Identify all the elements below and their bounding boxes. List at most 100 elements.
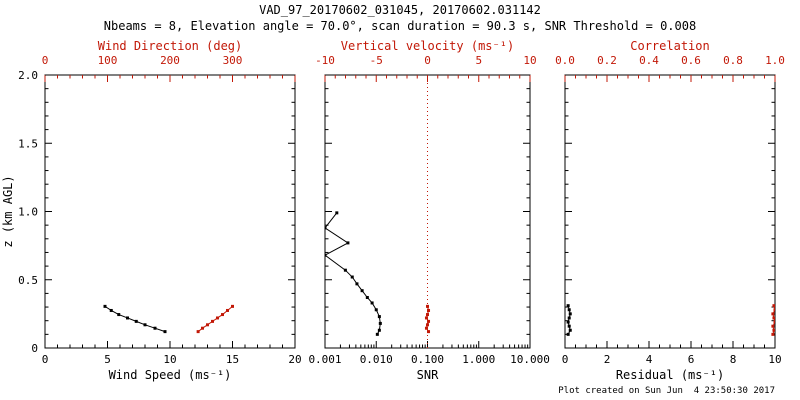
x-tick-label: 0.010 — [360, 353, 393, 366]
panel-wind: 0 5 10 15 20 Wind Speed (ms⁻¹) 0 100 200 300Wind … — [1, 39, 302, 382]
panel-snr: 0.001 0.010 0.100 1.000 10.000 SNR -10 -5 0 5 10 Ve… — [308, 39, 549, 382]
y-tick-label: 2.0 — [18, 69, 38, 82]
x-tick-label: 10 — [163, 353, 176, 366]
correlation-profile-marker — [771, 332, 775, 336]
wind-direction-marker — [221, 313, 224, 317]
wind-speed-marker — [109, 308, 113, 312]
wind-speed-marker — [143, 323, 147, 327]
y-axis: 0 0.5 1.0 1.5 2.0 z (km AGL) — [1, 69, 295, 355]
snr-profile-marker — [346, 241, 350, 245]
series-correlation-profile — [771, 304, 775, 336]
top-tick-label: 0.6 — [681, 54, 701, 67]
x-tick-label: 20 — [288, 353, 301, 366]
wind-direction-marker — [196, 330, 200, 334]
correlation-profile-marker — [772, 316, 775, 320]
correlation-profile-marker — [771, 312, 775, 316]
residual-profile-marker — [567, 324, 571, 328]
correlation-profile-marker — [772, 328, 775, 332]
top-tick-label: 0.8 — [723, 54, 743, 67]
wind-direction-marker — [231, 304, 234, 308]
vertical-velocity-marker — [424, 316, 428, 320]
vertical-velocity-marker — [427, 319, 431, 323]
vertical-velocity-marker — [424, 326, 428, 330]
y-axis-title: z (km AGL) — [1, 175, 15, 247]
residual-profile-marker — [568, 328, 572, 332]
bottom-axis-title: SNR — [417, 368, 439, 382]
wind-speed-marker — [163, 330, 167, 334]
correlation-profile-marker — [773, 320, 775, 324]
snr-profile-marker — [377, 328, 381, 332]
y-tick-label: 0 — [31, 342, 38, 355]
snr-profile-marker — [377, 315, 381, 319]
residual-profile-marker — [568, 312, 572, 316]
top-axis: 0.0 0.2 0.4 0.6 0.8 1.0 Correlation — [555, 39, 785, 82]
snr-profile-marker — [365, 295, 369, 299]
correlation-profile-marker — [773, 308, 775, 312]
y-tick-label: 1.5 — [18, 137, 38, 150]
top-tick-label: 300 — [223, 54, 243, 67]
x-tick-label: 0.001 — [308, 353, 341, 366]
y-axis — [325, 74, 530, 349]
top-axis-title: Correlation — [630, 39, 709, 53]
snr-profile-marker — [378, 321, 382, 325]
series-wind-speed — [103, 304, 167, 334]
top-axis-title: Vertical velocity (ms⁻¹) — [341, 39, 514, 53]
top-tick-label: 200 — [160, 54, 180, 67]
residual-profile-marker — [566, 304, 570, 308]
x-tick-label: 10 — [768, 353, 781, 366]
wind-direction-marker — [206, 323, 209, 327]
x-tick-label: 0 — [42, 353, 49, 366]
residual-profile-marker — [566, 332, 570, 336]
x-tick-label: 4 — [646, 353, 653, 366]
snr-profile-marker — [355, 282, 359, 286]
x-tick-label: 0 — [562, 353, 569, 366]
x-tick-label: 15 — [226, 353, 239, 366]
residual-profile-marker — [567, 316, 571, 320]
plot-title: VAD_97_20170602_031045, 20170602.031142 — [259, 3, 541, 17]
top-tick-label: 1.0 — [765, 54, 785, 67]
bottom-axis-title: Residual (ms⁻¹) — [616, 368, 724, 382]
x-tick-label: 8 — [730, 353, 737, 366]
x-tick-label: 5 — [104, 353, 111, 366]
residual-profile-marker — [566, 320, 570, 324]
bottom-axis: 0 2 4 6 8 10 Residual (ms⁻¹) — [562, 341, 782, 382]
snr-profile-marker — [360, 289, 364, 293]
top-tick-label: 100 — [98, 54, 118, 67]
top-tick-label: -10 — [315, 54, 335, 67]
top-tick-label: 5 — [475, 54, 482, 67]
top-tick-label: 0.2 — [597, 54, 617, 67]
wind-direction-marker — [201, 326, 204, 330]
wind-direction-marker — [216, 316, 219, 320]
series-residual-profile — [566, 304, 572, 336]
panel-border — [564, 74, 776, 349]
correlation-profile-marker — [772, 304, 775, 308]
bottom-axis: 0 5 10 15 20 Wind Speed (ms⁻¹) — [42, 341, 302, 382]
panel-residual: 0 2 4 6 8 10 Residual (ms⁻¹) 0.0 0.2 0.4 0.6 0.8 1.0… — [555, 39, 785, 382]
vertical-velocity-marker — [426, 313, 429, 317]
x-tick-label: 0.100 — [411, 353, 444, 366]
x-tick-label: 10.000 — [510, 353, 550, 366]
panel-border — [44, 74, 296, 349]
top-tick-label: -5 — [370, 54, 383, 67]
x-tick-label: 1.000 — [462, 353, 495, 366]
vertical-velocity-marker — [427, 308, 431, 312]
series-snr-profile — [325, 211, 382, 336]
top-axis: -10 -5 0 5 10 Vertical velocity (ms⁻¹) — [315, 39, 537, 82]
top-tick-label: 0.4 — [639, 54, 659, 67]
vertical-velocity-marker — [426, 304, 429, 308]
top-tick-label: 0 — [424, 54, 431, 67]
x-tick-label: 6 — [688, 353, 695, 366]
wind-speed-marker — [153, 326, 157, 330]
wind-speed-marker — [103, 304, 107, 308]
snr-profile-marker — [375, 332, 379, 336]
y-tick-label: 0.5 — [18, 274, 38, 287]
snr-profile-marker — [370, 301, 374, 305]
vertical-velocity-marker — [426, 323, 429, 327]
snr-profile-marker — [343, 268, 347, 272]
y-tick-label: 1.0 — [18, 206, 38, 219]
snr-profile-line — [325, 212, 381, 335]
wind-speed-marker — [134, 319, 138, 323]
bottom-axis: 0.001 0.010 0.100 1.000 10.000 SNR — [308, 341, 550, 382]
residual-profile-marker — [567, 308, 571, 312]
